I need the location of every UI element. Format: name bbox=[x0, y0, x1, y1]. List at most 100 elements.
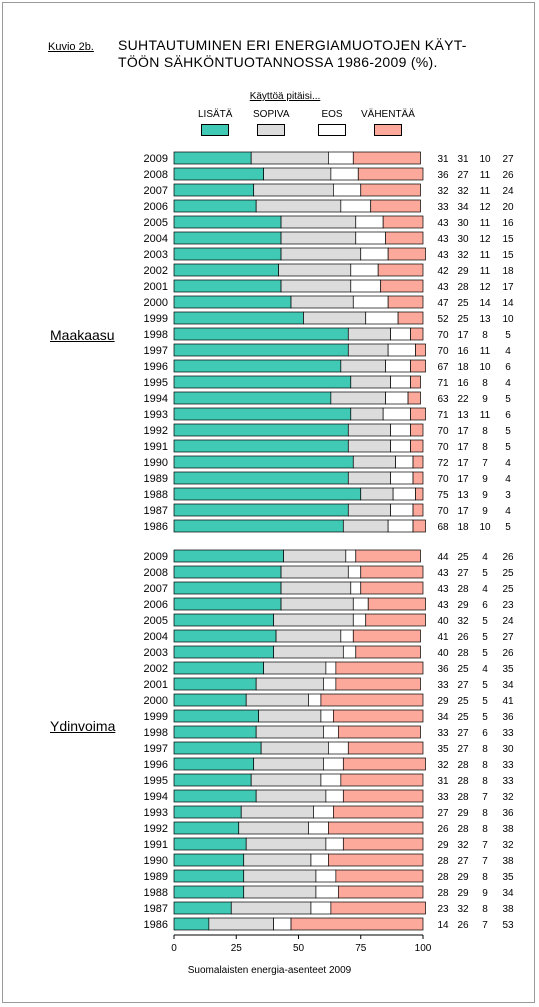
bar-segment-sopiva bbox=[275, 629, 342, 643]
data-label-vahentaa: 6 bbox=[505, 362, 511, 373]
bar-segment-lisata bbox=[173, 693, 247, 707]
bar-segment-eos bbox=[320, 773, 342, 787]
data-label-lisata: 70 bbox=[437, 330, 449, 341]
bar-segment-eos bbox=[395, 455, 414, 469]
bar-segment-lisata bbox=[173, 151, 252, 165]
bar-segment-vahentaa bbox=[347, 741, 424, 755]
legend-label-eos: EOS bbox=[321, 109, 343, 120]
bar-segment-lisata bbox=[173, 343, 349, 357]
data-label-sopiva: 29 bbox=[457, 808, 469, 819]
data-label-sopiva: 17 bbox=[457, 330, 469, 341]
bar-segment-sopiva bbox=[208, 917, 274, 931]
bar-segment-sopiva bbox=[342, 519, 389, 533]
data-label-lisata: 42 bbox=[437, 266, 449, 277]
data-label-vahentaa: 36 bbox=[502, 712, 514, 723]
data-label-sopiva: 27 bbox=[457, 680, 469, 691]
year-label-ydinvoima: 1991 bbox=[144, 839, 168, 851]
bar-segment-lisata bbox=[173, 503, 349, 517]
data-label-eos: 8 bbox=[482, 872, 488, 883]
bar-segment-lisata bbox=[173, 565, 282, 579]
bar-segment-lisata bbox=[173, 629, 277, 643]
data-label-lisata: 70 bbox=[437, 442, 449, 453]
bar-segment-vahentaa bbox=[328, 853, 424, 867]
bar-segment-vahentaa bbox=[335, 869, 424, 883]
data-label-sopiva: 30 bbox=[457, 218, 469, 229]
data-label-sopiva: 25 bbox=[457, 712, 469, 723]
data-label-eos: 11 bbox=[480, 410, 491, 421]
data-label-eos: 7 bbox=[482, 856, 488, 867]
data-label-eos: 9 bbox=[482, 490, 488, 501]
data-label-eos: 8 bbox=[482, 442, 488, 453]
bar-segment-vahentaa bbox=[380, 279, 424, 293]
year-label-maakaasu: 2004 bbox=[144, 233, 168, 245]
data-label-lisata: 43 bbox=[437, 250, 449, 261]
bar-segment-sopiva bbox=[250, 151, 329, 165]
data-label-eos: 4 bbox=[482, 552, 488, 563]
bar-segment-sopiva bbox=[253, 757, 324, 771]
data-label-sopiva: 25 bbox=[457, 314, 469, 325]
data-label-eos: 7 bbox=[482, 792, 488, 803]
bar-segment-lisata bbox=[173, 439, 349, 453]
data-label-sopiva: 32 bbox=[457, 904, 469, 915]
data-label-eos: 8 bbox=[482, 426, 488, 437]
data-label-vahentaa: 24 bbox=[502, 616, 514, 627]
data-label-vahentaa: 36 bbox=[502, 808, 514, 819]
year-label-maakaasu: 2000 bbox=[144, 297, 168, 309]
bar-segment-vahentaa bbox=[385, 231, 424, 245]
bar-segment-vahentaa bbox=[360, 581, 424, 595]
data-label-eos: 5 bbox=[482, 712, 488, 723]
bar-segment-eos bbox=[340, 199, 372, 213]
bar-segment-sopiva bbox=[280, 597, 354, 611]
bar-segment-eos bbox=[345, 549, 357, 563]
year-label-ydinvoima: 1999 bbox=[144, 711, 168, 723]
data-label-sopiva: 31 bbox=[457, 154, 469, 165]
data-label-vahentaa: 5 bbox=[505, 394, 511, 405]
data-label-vahentaa: 27 bbox=[502, 632, 514, 643]
bar-segment-eos bbox=[355, 231, 386, 245]
bar-segment-eos bbox=[325, 789, 344, 803]
data-label-vahentaa: 23 bbox=[502, 600, 514, 611]
bar-segment-lisata bbox=[173, 837, 247, 851]
data-label-lisata: 68 bbox=[437, 522, 449, 533]
bar-segment-vahentaa bbox=[352, 629, 421, 643]
data-label-sopiva: 25 bbox=[457, 696, 469, 707]
bar-segment-vahentaa bbox=[382, 215, 424, 229]
bar-segment-eos bbox=[325, 661, 337, 675]
data-label-eos: 5 bbox=[482, 648, 488, 659]
bar-segment-lisata bbox=[173, 519, 344, 533]
data-label-sopiva: 18 bbox=[457, 362, 469, 373]
bar-segment-lisata bbox=[173, 455, 354, 469]
figure-label: Kuvio 2b. bbox=[48, 41, 94, 53]
year-label-ydinvoima: 1993 bbox=[144, 807, 168, 819]
bar-segment-vahentaa bbox=[360, 565, 424, 579]
bar-segment-eos bbox=[325, 837, 344, 851]
bar-segment-sopiva bbox=[240, 805, 314, 819]
bar-segment-eos bbox=[323, 757, 344, 771]
data-label-eos: 6 bbox=[482, 600, 488, 611]
year-label-ydinvoima: 2008 bbox=[144, 567, 168, 579]
bar-segment-eos bbox=[340, 629, 354, 643]
year-label-maakaasu: 1988 bbox=[144, 489, 168, 501]
legend-swatch-sopiva bbox=[257, 124, 286, 136]
year-label-maakaasu: 1997 bbox=[144, 345, 168, 357]
data-label-eos: 12 bbox=[479, 202, 491, 213]
bar-segment-lisata bbox=[173, 901, 232, 915]
bar-segment-lisata bbox=[173, 677, 257, 691]
data-label-eos: 5 bbox=[482, 568, 488, 579]
bar-segment-sopiva bbox=[347, 343, 389, 357]
year-label-ydinvoima: 2007 bbox=[144, 583, 168, 595]
data-label-eos: 9 bbox=[482, 474, 488, 485]
bar-segment-eos bbox=[390, 423, 411, 437]
bar-segment-lisata bbox=[173, 805, 242, 819]
data-label-vahentaa: 5 bbox=[505, 330, 511, 341]
data-label-vahentaa: 26 bbox=[502, 170, 514, 181]
legend-item-sopiva: SOPIVA bbox=[253, 109, 290, 136]
data-label-vahentaa: 38 bbox=[502, 824, 514, 835]
bar-segment-lisata bbox=[173, 295, 292, 309]
data-label-lisata: 43 bbox=[437, 282, 449, 293]
year-label-maakaasu: 1989 bbox=[144, 473, 168, 485]
data-label-vahentaa: 32 bbox=[502, 792, 514, 803]
x-tick-label: 75 bbox=[355, 943, 367, 954]
bar-segment-vahentaa bbox=[377, 263, 424, 277]
